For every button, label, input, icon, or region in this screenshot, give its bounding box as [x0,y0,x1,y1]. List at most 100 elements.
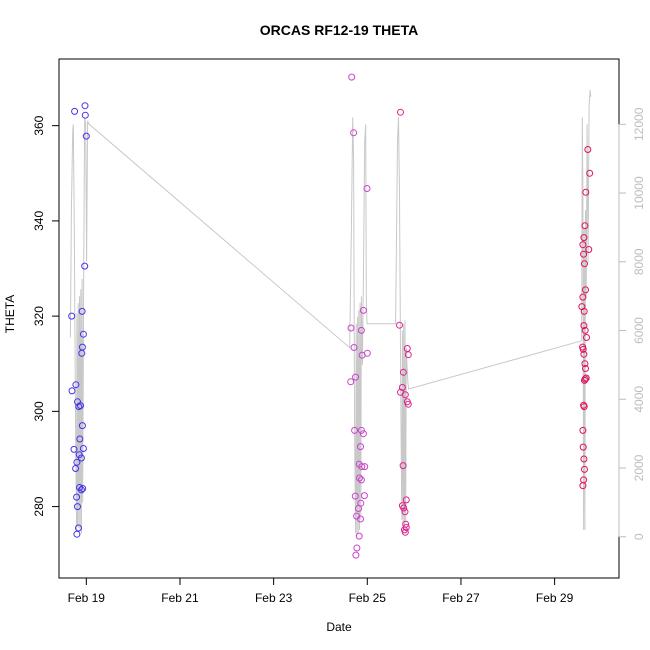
theta-point [585,246,593,253]
theta-point [580,455,588,463]
theta-point [401,391,409,399]
theta-point [399,462,407,470]
theta-point [402,496,410,504]
theta-point [404,351,412,359]
theta-point [404,400,412,408]
theta-point [397,108,404,116]
theta-point [582,286,589,294]
y2-tick-label: 6000 [632,317,646,344]
theta-point [357,476,365,484]
x-tick-label: Feb 21 [161,591,199,605]
theta-point [350,344,358,351]
theta-point [584,146,592,153]
theta-point [81,111,89,119]
theta-point [68,312,76,320]
theta-point [398,384,406,391]
theta-point [363,349,371,357]
theta-point [79,445,87,452]
theta-points [68,73,594,559]
theta-point [581,222,589,230]
theta-point [357,443,364,451]
theta-point [581,260,588,268]
y2-tick-label: 12000 [632,107,646,141]
theta-point [363,185,371,192]
theta-point [78,422,86,430]
theta-point [75,524,82,532]
theta-point [581,465,588,473]
theta-point [399,368,407,376]
y-tick-label: 300 [32,401,46,421]
y-tick-label: 340 [32,211,46,231]
theta-point [77,454,85,462]
theta-point [347,324,355,332]
theta-point [351,492,359,500]
theta-point [73,530,81,538]
theta-point [580,350,588,358]
theta-point [70,445,78,453]
y-axis-label: THETA [3,295,17,333]
theta-point [582,188,590,196]
y2-tick-label: 10000 [632,176,646,210]
theta-point [356,474,363,482]
theta-point [579,482,587,490]
x-tick-label: Feb 29 [536,591,574,605]
x-axis: Feb 19 Feb 21 Feb 23 Feb 25 Feb 27 Feb 29 [68,578,574,605]
altitude-lines [69,89,592,537]
theta-point [400,504,408,512]
theta-point [74,503,81,511]
theta-point [359,306,367,314]
theta-point [347,378,355,386]
y2-tick-label: 2000 [632,454,646,481]
theta-point [579,426,587,434]
y2-tick-label: 4000 [632,386,646,413]
theta-point [583,334,590,341]
y2-tick-label: 0 [632,533,646,540]
theta-point [582,365,589,372]
theta-point [396,321,403,329]
theta-point [580,234,588,242]
theta-point [76,435,84,443]
theta-point [77,402,84,410]
theta-point [353,544,361,552]
theta-point [580,307,588,315]
x-tick-label: Feb 19 [68,591,106,605]
theta-point [78,307,86,315]
y-axis: 280 300 320 340 360 [32,115,59,517]
theta-point [357,515,364,523]
theta-point [579,443,587,451]
theta-point [581,326,589,334]
y-tick-label: 320 [32,306,46,326]
plot-frame [58,58,620,579]
altitude-line [69,89,592,537]
y-tick-label: 280 [32,496,46,516]
theta-point [352,373,360,381]
theta-point [79,485,87,492]
theta-point [361,463,369,471]
theta-point [350,129,358,137]
theta-point [81,102,89,110]
theta-point [68,387,76,395]
y2-tick-label: 8000 [632,248,646,275]
theta-point [352,551,360,559]
theta-point [71,107,79,115]
theta-point [348,73,356,81]
y-tick-label: 360 [32,115,46,135]
theta-point [72,465,80,472]
theta-point [77,486,85,494]
chart-title: ORCAS RF12-19 THETA [260,22,418,38]
theta-point [586,169,594,177]
theta-point [401,528,409,536]
theta-point [360,492,368,500]
theta-point [581,360,589,368]
theta-point [580,403,588,411]
theta-point [73,493,81,501]
theta-point [355,532,363,540]
theta-point [78,343,86,351]
theta-point [580,250,588,258]
theta-point [82,132,90,140]
theta-point [579,241,587,249]
theta-point [81,262,89,270]
theta-point [581,375,589,383]
theta-point [72,381,80,389]
